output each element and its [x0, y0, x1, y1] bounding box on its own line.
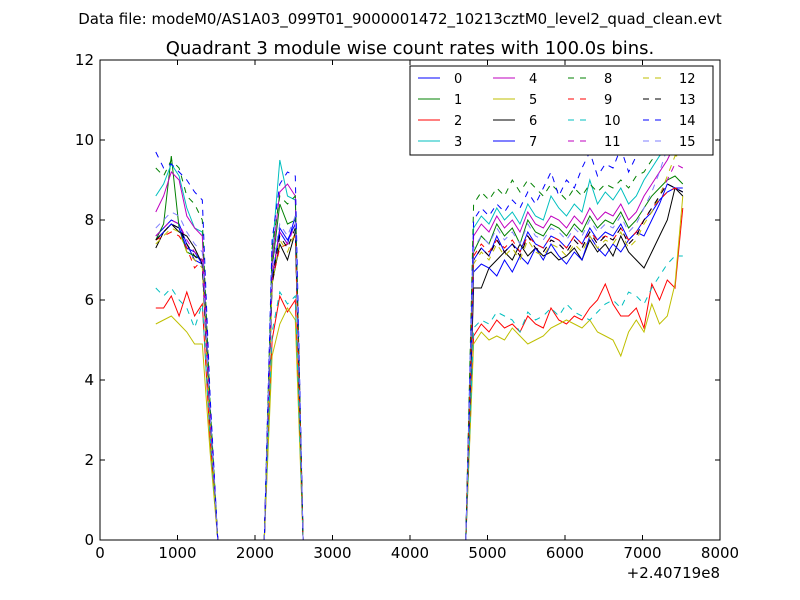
series-layer: [155, 90, 684, 540]
y-tick-label: 0: [84, 531, 94, 549]
legend-label-15: 15: [679, 135, 696, 150]
x-axis-ticks: 0 1000 2000 3000 4000 5000 6000 7000 8000: [95, 60, 739, 562]
series-line-0: [155, 187, 684, 540]
series-line-11: [155, 163, 684, 540]
x-tick-label: 1000: [158, 544, 196, 562]
series-line-12: [155, 155, 683, 540]
series-line-2: [155, 207, 684, 540]
y-tick-label: 10: [75, 131, 94, 149]
chart-title: Quadrant 3 module wise count rates with …: [166, 38, 655, 59]
series-line-3: [155, 143, 684, 540]
x-tick-label: 5000: [468, 544, 506, 562]
legend-label-0: 0: [454, 72, 462, 87]
y-tick-label: 12: [75, 51, 94, 69]
legend-label-7: 7: [529, 135, 537, 150]
series-line-5: [155, 195, 684, 540]
x-tick-label: 3000: [313, 544, 351, 562]
legend-label-11: 11: [604, 135, 621, 150]
legend-label-9: 9: [604, 93, 612, 108]
legend-label-13: 13: [679, 93, 696, 108]
x-tick-label: 6000: [546, 544, 584, 562]
legend-label-12: 12: [679, 72, 696, 87]
series-line-10: [155, 255, 683, 540]
legend-label-10: 10: [604, 114, 621, 129]
legend-label-1: 1: [454, 93, 462, 108]
legend-label-5: 5: [529, 93, 537, 108]
x-tick-label: 4000: [391, 544, 429, 562]
series-line-4: [155, 143, 683, 540]
data-file-suptitle: Data file: modeM0/AS1A03_099T01_90000014…: [78, 10, 722, 29]
series-line-14: [155, 90, 684, 540]
legend-label-8: 8: [604, 72, 612, 87]
y-tick-label: 8: [84, 211, 94, 229]
legend-label-3: 3: [454, 135, 462, 150]
legend-label-4: 4: [529, 72, 537, 87]
series-line-13: [155, 183, 684, 540]
series-line-9: [155, 187, 684, 540]
x-tick-label: 7000: [623, 544, 661, 562]
y-tick-label: 4: [84, 371, 94, 389]
legend-label-6: 6: [529, 114, 537, 129]
x-axis-offset-label: +2.40719e8: [627, 564, 720, 582]
y-tick-label: 2: [84, 451, 94, 469]
series-line-15: [155, 114, 684, 540]
x-tick-label: 8000: [701, 544, 739, 562]
series-line-6: [155, 187, 684, 540]
legend-label-2: 2: [454, 114, 462, 129]
y-tick-label: 6: [84, 291, 94, 309]
series-line-8: [155, 143, 684, 540]
x-tick-label: 0: [95, 544, 105, 562]
legend-label-14: 14: [679, 114, 696, 129]
x-tick-label: 2000: [236, 544, 274, 562]
legend-box: [409, 65, 714, 156]
